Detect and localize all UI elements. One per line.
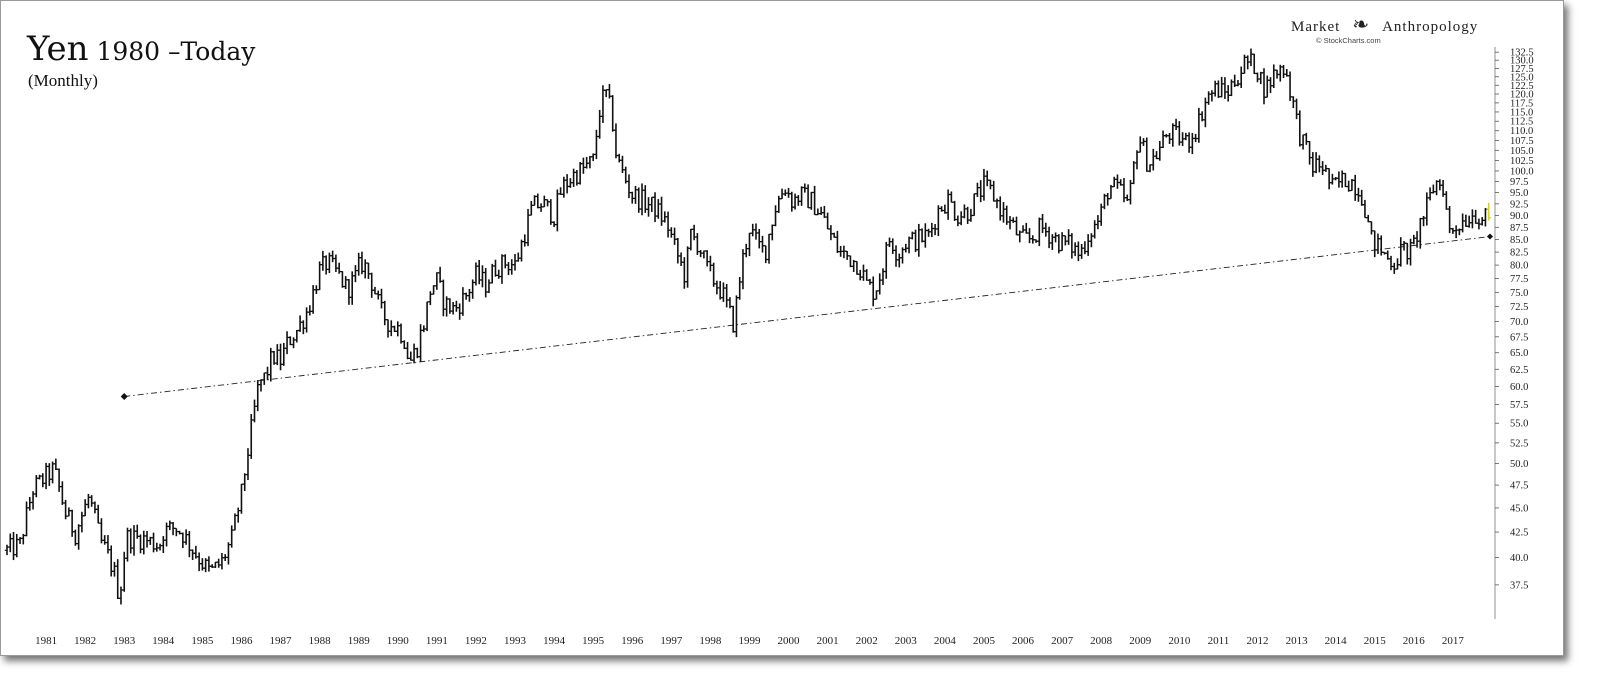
y-tick-label: 55.0 bbox=[1510, 419, 1528, 430]
chart-frame: 37.5 40.0 42.5 45.0 47.5 50.0 52.5 55.0 57.5 60.0… bbox=[0, 0, 1564, 656]
x-tick-label: 2006 bbox=[1012, 635, 1035, 647]
y-tick-label: 75.0 bbox=[1510, 288, 1528, 299]
y-tick-label: 82.5 bbox=[1510, 248, 1528, 259]
x-tick-label: 1985 bbox=[191, 635, 214, 647]
x-tick-label: 1990 bbox=[387, 635, 410, 647]
x-tick-label: 2003 bbox=[895, 635, 918, 647]
x-tick-label: 2011 bbox=[1208, 635, 1230, 647]
x-tick-label: 2005 bbox=[973, 635, 996, 647]
x-tick-label: 1987 bbox=[270, 635, 293, 647]
y-tick-label: 52.5 bbox=[1510, 438, 1528, 449]
y-tick-label: 72.5 bbox=[1510, 302, 1528, 313]
stockcharts-credit: © StockCharts.com bbox=[1316, 36, 1381, 45]
y-tick-label: 57.5 bbox=[1510, 400, 1528, 411]
chart-title: Yen 1980 –Today bbox=[27, 29, 255, 69]
y-tick-label: 37.5 bbox=[1510, 580, 1528, 591]
chart-subtitle: (Monthly) bbox=[28, 71, 98, 90]
x-tick-label: 2009 bbox=[1129, 635, 1152, 647]
y-tick-label: 122.5 bbox=[1510, 81, 1534, 92]
y-tick-label: 100.0 bbox=[1510, 166, 1534, 177]
chart-title-main: Yen bbox=[27, 29, 89, 69]
y-tick-label: 107.5 bbox=[1510, 136, 1534, 147]
y-tick-label: 65.0 bbox=[1510, 348, 1528, 359]
y-tick-label: 67.5 bbox=[1510, 332, 1528, 343]
y-tick-label: 60.0 bbox=[1510, 382, 1528, 393]
x-tick-label: 2004 bbox=[934, 635, 957, 647]
x-tick-label: 2013 bbox=[1286, 635, 1309, 647]
x-tick-label: 1996 bbox=[621, 635, 644, 647]
x-tick-label: 1998 bbox=[699, 635, 722, 647]
x-tick-label: 1989 bbox=[348, 635, 371, 647]
y-tick-label: 62.5 bbox=[1510, 365, 1528, 376]
brand-left: Market bbox=[1291, 19, 1341, 35]
x-tick-label: 2016 bbox=[1403, 635, 1426, 647]
x-tick-label: 2000 bbox=[778, 635, 801, 647]
x-tick-label: 2014 bbox=[1325, 635, 1348, 647]
x-tick-label: 1997 bbox=[660, 635, 683, 647]
brand-right: Anthropology bbox=[1382, 19, 1479, 35]
x-tick-label: 1981 bbox=[35, 635, 57, 647]
yen-monthly-chart: 37.5 40.0 42.5 45.0 47.5 50.0 52.5 55.0 57.5 60.0… bbox=[4, 47, 1534, 647]
x-tick-label: 2008 bbox=[1090, 635, 1113, 647]
x-tick-label: 1993 bbox=[504, 635, 527, 647]
x-tick-label: 2010 bbox=[1168, 635, 1191, 647]
x-tick-label: 2015 bbox=[1364, 635, 1387, 647]
y-tick-label: 85.0 bbox=[1510, 235, 1528, 246]
x-tick-label: 1994 bbox=[543, 635, 566, 647]
x-tick-label: 1992 bbox=[465, 635, 487, 647]
y-tick-label: 47.5 bbox=[1510, 481, 1528, 492]
brand-logo: Market ❧ Anthropology bbox=[1291, 12, 1478, 37]
y-tick-label: 105.0 bbox=[1510, 146, 1534, 157]
y-tick-label: 102.5 bbox=[1510, 156, 1534, 167]
y-tick-label: 97.5 bbox=[1510, 177, 1528, 188]
y-tick-label: 87.5 bbox=[1510, 223, 1528, 234]
y-tick-label: 77.5 bbox=[1510, 274, 1528, 285]
y-tick-label: 80.0 bbox=[1510, 261, 1528, 272]
x-tick-label: 1999 bbox=[738, 635, 761, 647]
y-tick-label: 130.0 bbox=[1510, 56, 1534, 67]
y-tick-label: 115.0 bbox=[1510, 107, 1533, 118]
y-tick-label: 132.5 bbox=[1510, 48, 1534, 59]
x-tick-label: 1986 bbox=[230, 635, 253, 647]
x-tick-label: 2002 bbox=[856, 635, 878, 647]
x-tick-label: 1988 bbox=[309, 635, 332, 647]
x-tick-label: 2001 bbox=[817, 635, 839, 647]
brand-mark-icon: ❧ bbox=[1352, 14, 1371, 36]
y-tick-label: 70.0 bbox=[1510, 317, 1528, 328]
y-tick-label: 90.0 bbox=[1510, 211, 1528, 222]
y-tick-label: 110.0 bbox=[1510, 126, 1533, 137]
y-tick-label: 40.0 bbox=[1510, 553, 1528, 564]
y-tick-label: 42.5 bbox=[1510, 528, 1528, 539]
chart-title-rest: 1980 –Today bbox=[96, 37, 256, 66]
y-tick-label: 45.0 bbox=[1510, 503, 1528, 514]
x-tick-label: 1991 bbox=[426, 635, 448, 647]
y-tick-label: 120.0 bbox=[1510, 89, 1534, 100]
x-tick-label: 1982 bbox=[74, 635, 96, 647]
y-tick-label: 112.5 bbox=[1510, 117, 1533, 128]
y-tick-label: 95.0 bbox=[1510, 188, 1528, 199]
y-tick-label: 127.5 bbox=[1510, 64, 1534, 75]
x-tick-label: 2007 bbox=[1051, 635, 1074, 647]
trendline-end-marker bbox=[1487, 233, 1493, 240]
x-tick-label: 1984 bbox=[152, 635, 175, 647]
y-tick-label: 125.0 bbox=[1510, 72, 1534, 83]
x-tick-label: 2017 bbox=[1442, 635, 1465, 647]
y-tick-label: 50.0 bbox=[1510, 459, 1528, 470]
x-tick-label: 1995 bbox=[582, 635, 605, 647]
trendline-start-marker bbox=[120, 392, 128, 400]
x-tick-label: 2012 bbox=[1246, 635, 1268, 647]
x-tick-label: 1983 bbox=[113, 635, 136, 647]
y-tick-label: 117.5 bbox=[1510, 98, 1533, 109]
y-tick-label: 92.5 bbox=[1510, 199, 1528, 210]
